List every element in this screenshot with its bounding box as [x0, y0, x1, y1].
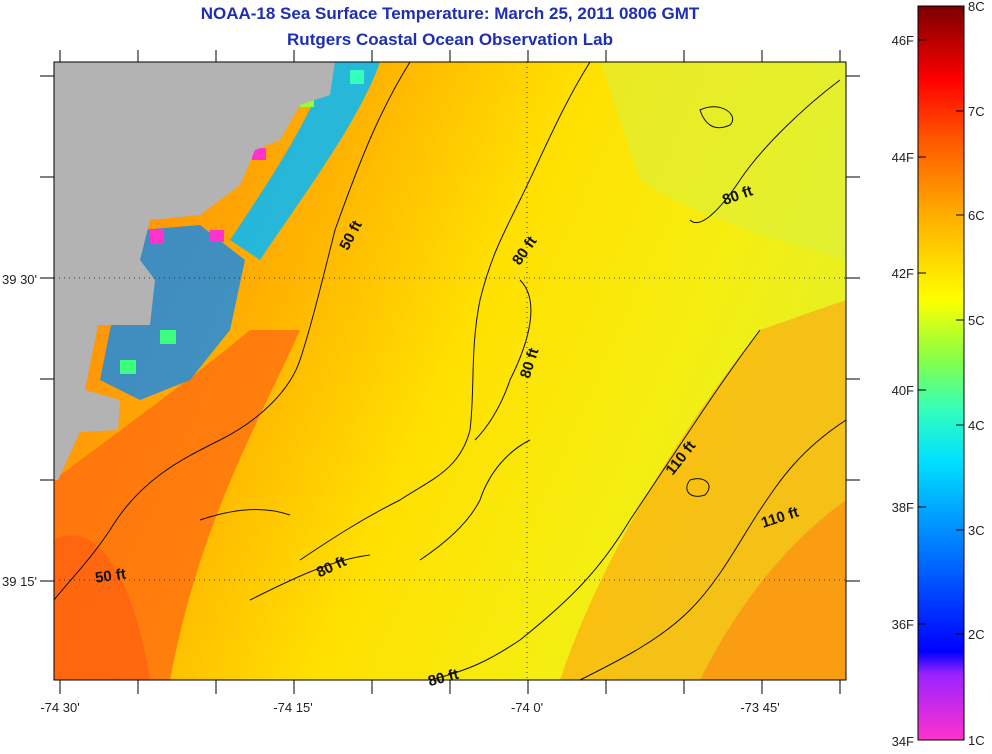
colorbar-fahrenheit-label: 36F: [892, 617, 914, 632]
colorbar-celsius-label: 4C: [968, 418, 985, 433]
colorbar-ticks: [918, 39, 964, 635]
axis-ticks: [40, 50, 860, 694]
y-tick-label: 39 15': [2, 574, 37, 589]
colorbar-fahrenheit-label: 38F: [892, 500, 914, 515]
map-title: NOAA-18 Sea Surface Temperature: March 2…: [200, 4, 700, 23]
colorbar-fahrenheit-label: 40F: [892, 383, 914, 398]
land-mass: [54, 62, 335, 480]
x-tick-label: -74 30': [40, 700, 79, 715]
x-tick-label: -74 0': [511, 700, 543, 715]
colorbar-celsius-label: 1C: [968, 733, 985, 748]
contour-label: 50 ft: [94, 566, 127, 587]
sst-field: [54, 62, 846, 680]
colorbar-fahrenheit-label: 34F: [892, 734, 914, 749]
colorbar-fahrenheit-label: 46F: [892, 33, 914, 48]
graticule: [54, 62, 846, 680]
colorbar-fahrenheit-label: 42F: [892, 266, 914, 281]
colorbar-celsius-label: 8C: [968, 0, 985, 14]
bathymetry-contours: [54, 62, 846, 680]
colorbar: [917, 5, 965, 741]
colorbar-celsius-label: 7C: [968, 104, 985, 119]
colorbar-celsius-label: 5C: [968, 313, 985, 328]
colorbar-celsius-label: 2C: [968, 627, 985, 642]
x-tick-label: -73 45': [740, 700, 779, 715]
colorbar-celsius-label: 3C: [968, 523, 985, 538]
colorbar-fahrenheit-label: 44F: [892, 150, 914, 165]
map-subtitle: Rutgers Coastal Ocean Observation Lab: [287, 30, 613, 49]
colorbar-celsius-label: 6C: [968, 208, 985, 223]
y-tick-label: 39 30': [2, 272, 37, 287]
x-tick-label: -74 15': [273, 700, 312, 715]
